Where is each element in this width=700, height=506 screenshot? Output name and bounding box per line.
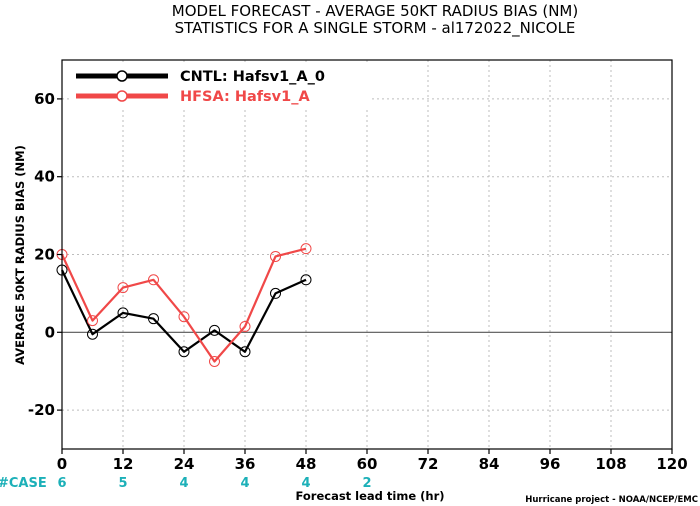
- data-point: [148, 274, 159, 286]
- data-point: [117, 282, 129, 294]
- data-point: [300, 274, 312, 286]
- x-tick-label: 84: [479, 455, 500, 473]
- credit-text: Hurricane project - NOAA/NCEP/EMC: [525, 495, 698, 505]
- series-0: [56, 264, 312, 358]
- legend-swatch-marker: [116, 90, 128, 102]
- x-tick-label: 120: [656, 455, 687, 473]
- data-point: [87, 328, 98, 340]
- legend-label: HFSA: Hafsv1_A: [180, 89, 310, 105]
- series-line: [61, 269, 307, 353]
- data-point: [209, 324, 220, 336]
- data-point: [209, 355, 220, 367]
- x-tick-label: 72: [418, 455, 439, 473]
- y-tick-label: 0: [45, 323, 55, 341]
- x-tick-label: 60: [357, 455, 378, 473]
- data-point: [178, 311, 190, 323]
- chart-title: MODEL FORECAST - AVERAGE 50KT RADIUS BIA…: [172, 2, 578, 20]
- series-lines: [56, 243, 312, 367]
- series-1: [56, 243, 312, 367]
- series-line: [61, 247, 307, 363]
- data-point: [239, 346, 251, 358]
- case-count: 4: [179, 476, 188, 491]
- y-tick-label: 60: [34, 90, 55, 108]
- y-axis-label: AVERAGE 50KT RADIUS BIAS (NM): [13, 145, 27, 365]
- case-row-label: #CASE: [0, 476, 47, 491]
- x-tick-label: 48: [296, 455, 317, 473]
- case-count: 4: [240, 476, 249, 491]
- y-tick-label: -20: [28, 401, 55, 419]
- legend-swatch-marker: [116, 70, 128, 82]
- x-axis-label: Forecast lead time (hr): [295, 489, 444, 503]
- x-tick-label: 108: [595, 455, 626, 473]
- data-point: [270, 287, 281, 299]
- data-point: [239, 320, 251, 332]
- case-count: 5: [118, 476, 127, 491]
- grid-lines: [62, 60, 672, 449]
- case-row: #CASE 6 5 4 4 4 2: [0, 476, 372, 491]
- x-tick-label: 0: [57, 455, 67, 473]
- data-point: [300, 243, 312, 255]
- data-point: [117, 307, 129, 319]
- x-tick-label: 12: [113, 455, 134, 473]
- x-tick-label: 96: [540, 455, 561, 473]
- data-point: [178, 346, 190, 358]
- data-point: [270, 250, 281, 262]
- chart-subtitle: STATISTICS FOR A SINGLE STORM - al172022…: [175, 19, 576, 38]
- legend-label: CNTL: Hafsv1_A_0: [180, 69, 325, 85]
- x-tick-label: 24: [174, 455, 195, 473]
- legend: CNTL: Hafsv1_A_0 HFSA: Hafsv1_A: [70, 64, 370, 108]
- case-count: 4: [301, 476, 310, 491]
- data-point: [87, 315, 98, 327]
- data-point: [148, 313, 159, 325]
- y-tick-label: 20: [34, 246, 55, 264]
- axis-ticks: 0 12 24 36 48 60 72 84 96 108 120 -20 0 20 40 60: [28, 90, 688, 473]
- case-count: 6: [57, 476, 66, 491]
- y-tick-label: 40: [34, 168, 55, 186]
- case-count: 2: [362, 476, 371, 491]
- x-tick-label: 36: [235, 455, 256, 473]
